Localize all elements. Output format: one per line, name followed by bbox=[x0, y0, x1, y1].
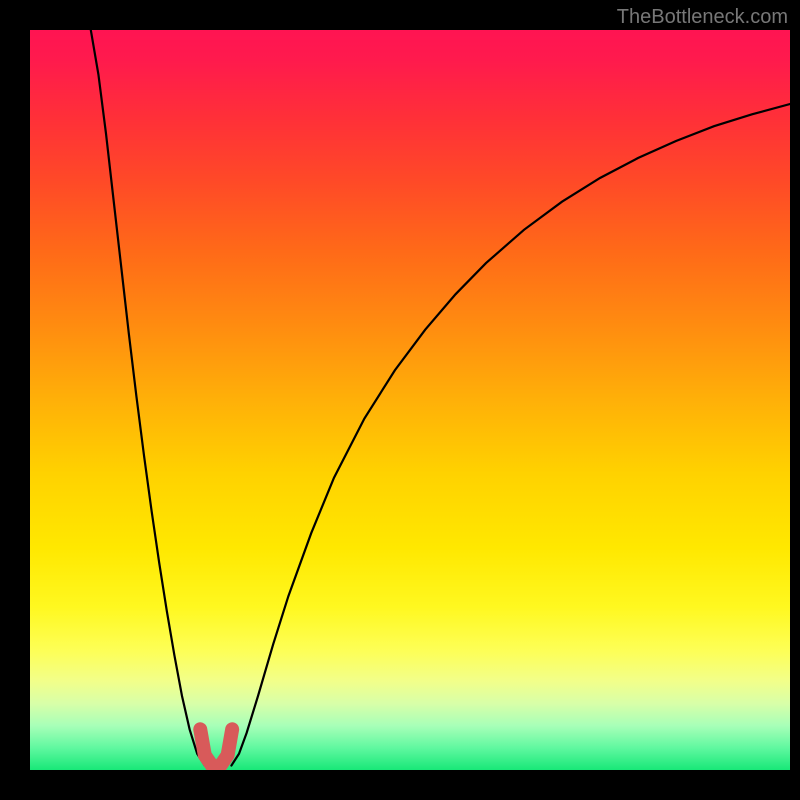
chart-frame: TheBottleneck.com bbox=[0, 0, 800, 800]
chart-svg bbox=[30, 30, 790, 770]
plot-area bbox=[30, 30, 790, 770]
watermark-text: TheBottleneck.com bbox=[617, 6, 788, 29]
